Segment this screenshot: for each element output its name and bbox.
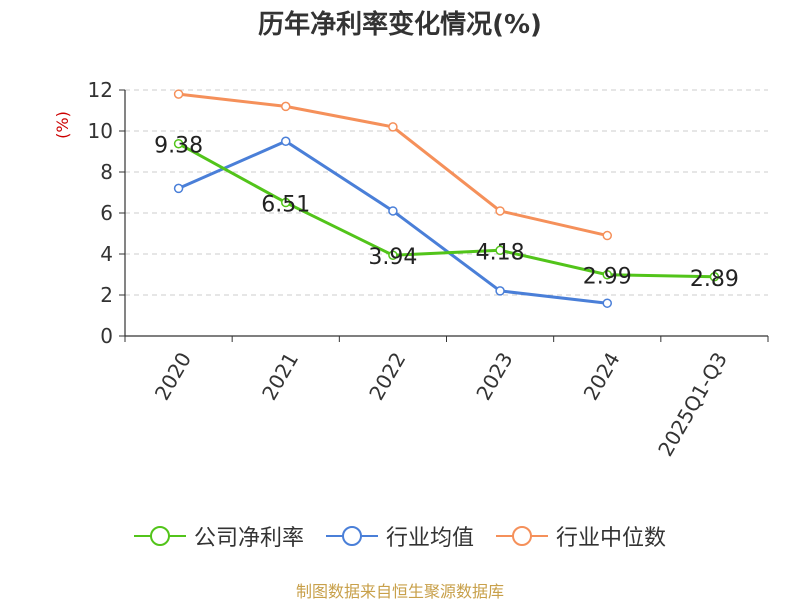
data-label: 2.89 — [690, 267, 739, 292]
x-tick-label: 2024 — [579, 348, 625, 404]
y-tick-label: 8 — [100, 160, 113, 184]
legend-marker — [149, 526, 170, 546]
data-label: 6.51 — [261, 193, 310, 218]
grid-lines — [125, 89, 768, 296]
series — [173, 89, 720, 308]
series-line — [177, 142, 715, 279]
data-point — [495, 286, 505, 296]
legend-swatch — [325, 526, 378, 546]
legend-label: 公司净利率 — [193, 526, 304, 551]
y-tick-label: 0 — [100, 324, 113, 348]
legend-item[interactable]: 行业中位数 — [496, 520, 666, 552]
data-point — [281, 101, 291, 112]
data-point — [602, 269, 612, 280]
data-label: 9.38 — [154, 134, 203, 159]
y-axis-label: (%) — [53, 111, 72, 139]
x-tick-label: 2020 — [150, 348, 196, 404]
data-point — [173, 138, 184, 149]
data-labels: 9.38 6.51 3.94 4.18 2.99 2.89 — [154, 134, 739, 292]
legend-label: 行业中位数 — [556, 526, 667, 551]
x-tick-label: 2025Q1-Q3 — [653, 348, 732, 460]
data-point — [709, 272, 720, 282]
legend-swatch — [496, 526, 548, 546]
data-label: 3.94 — [368, 245, 417, 270]
data-point — [173, 89, 184, 99]
data-label: 2.99 — [583, 265, 632, 290]
y-tick-label: 4 — [100, 242, 113, 266]
data-point — [602, 230, 612, 241]
x-tick-label: 2022 — [364, 348, 410, 404]
data-label: 4.18 — [476, 240, 525, 265]
legend: 公司净利率 行业均值 行业中位数 — [0, 520, 800, 552]
data-point — [281, 197, 291, 208]
legend-marker — [341, 526, 362, 546]
data-point — [388, 122, 398, 132]
data-point — [388, 206, 398, 216]
legend-item[interactable]: 行业均值 — [325, 520, 474, 552]
data-point — [173, 183, 184, 194]
legend-label: 行业均值 — [385, 526, 474, 551]
data-point — [602, 298, 612, 308]
x-tick-label: 2023 — [471, 348, 517, 404]
data-point — [388, 250, 398, 260]
legend-marker — [512, 526, 532, 546]
source-note: 制图数据来自恒生聚源数据库 — [295, 582, 504, 601]
data-point — [495, 206, 505, 216]
chart-title: 历年净利率变化情况(%) — [258, 9, 542, 40]
y-tick-label: 6 — [100, 201, 113, 225]
legend-swatch — [133, 526, 186, 546]
legend-item[interactable]: 公司净利率 — [133, 520, 304, 552]
data-point — [281, 136, 291, 146]
y-tick-label: 2 — [100, 283, 113, 307]
data-point — [495, 245, 505, 256]
y-tick-label: 12 — [88, 78, 113, 102]
x-tick-label: 2021 — [257, 348, 303, 404]
y-tick-label: 10 — [88, 119, 113, 143]
